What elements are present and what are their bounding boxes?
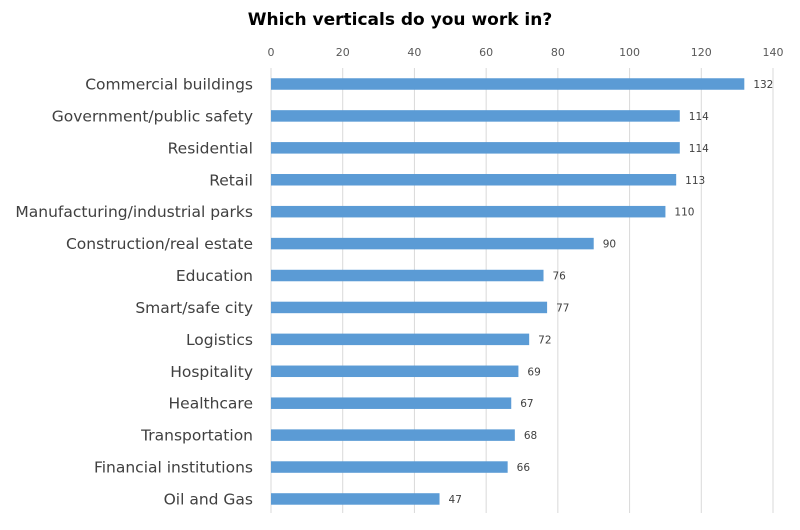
category-label: Commercial buildings [85, 76, 253, 94]
bar [271, 269, 544, 282]
x-tick-label: 80 [551, 46, 565, 59]
bar [271, 301, 548, 314]
bar [271, 142, 680, 154]
data-label: 114 [689, 111, 709, 123]
data-label: 66 [517, 462, 531, 474]
category-label: Smart/safe city [135, 299, 253, 317]
data-label: 132 [753, 79, 773, 91]
data-label: 76 [553, 271, 567, 283]
x-tick-label: 0 [268, 46, 275, 59]
data-label: 110 [674, 207, 694, 219]
category-label: Logistics [186, 331, 253, 349]
x-tick-label: 140 [763, 46, 784, 59]
bar [271, 78, 745, 90]
category-label: Manufacturing/industrial parks [15, 203, 253, 221]
bar [271, 397, 512, 409]
category-label: Construction/real estate [66, 235, 253, 253]
category-label: Hospitality [170, 363, 253, 381]
data-label: 47 [449, 494, 462, 506]
data-label: 90 [603, 239, 616, 251]
data-label: 114 [689, 143, 709, 155]
category-label: Government/public safety [52, 107, 253, 125]
data-label: 68 [524, 430, 537, 442]
category-label: Financial institutions [94, 459, 253, 477]
category-label: Residential [168, 139, 253, 157]
bar [271, 237, 594, 250]
data-label: 77 [556, 302, 569, 314]
x-tick-label: 40 [407, 46, 421, 59]
bar [271, 365, 519, 378]
bar [271, 429, 515, 441]
category-label: Healthcare [169, 395, 254, 413]
bar [271, 493, 440, 505]
category-label: Education [176, 267, 253, 285]
chart-title: Which verticals do you work in? [247, 10, 553, 30]
bar [271, 333, 530, 346]
bar [271, 110, 680, 122]
data-label: 72 [538, 334, 551, 346]
category-label: Retail [209, 171, 253, 189]
x-tick-label: 120 [691, 46, 712, 59]
x-tick-label: 60 [479, 46, 493, 59]
bar [271, 461, 508, 473]
x-tick-label: 100 [619, 46, 640, 59]
category-label: Oil and Gas [164, 490, 253, 508]
bar [271, 174, 677, 186]
data-label: 67 [520, 398, 533, 410]
data-label: 69 [527, 366, 540, 378]
x-tick-label: 20 [336, 46, 350, 59]
data-label: 113 [685, 175, 705, 187]
bar [271, 205, 666, 218]
category-label: Transportation [140, 427, 253, 445]
